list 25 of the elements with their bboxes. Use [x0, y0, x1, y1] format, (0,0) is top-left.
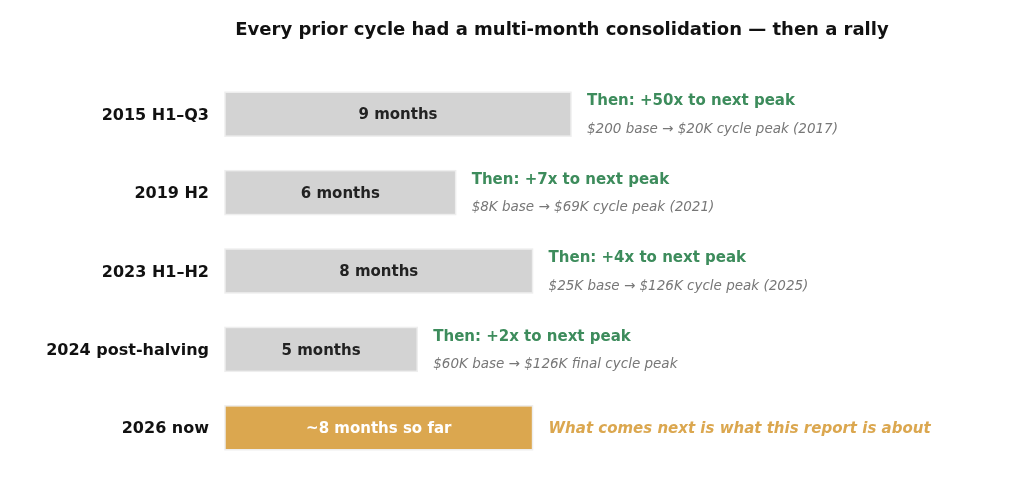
- annotation: What comes next is what this report is about: [548, 419, 932, 438]
- annotation: $200 base → $20K cycle peak (2017): [587, 119, 838, 136]
- y-tick-label: 2019 H2: [134, 183, 209, 203]
- data-label: 9 months: [358, 105, 438, 124]
- annotation: Then: +50x to next peak: [587, 91, 796, 110]
- chart-title: Every prior cycle had a multi-month consolidation — then a rally: [235, 18, 889, 40]
- y-tick-label: 2015 H1–Q3: [101, 104, 209, 124]
- data-label: ~8 months so far: [306, 419, 453, 438]
- y-tick-label: 2024 post-halving: [46, 340, 209, 359]
- annotation: $25K base → $126K cycle peak (2025): [548, 276, 809, 293]
- bar: [224, 405, 534, 451]
- y-tick-label: 2026 now: [121, 418, 210, 438]
- annotation: Then: +4x to next peak: [548, 248, 748, 267]
- bar: [224, 248, 534, 294]
- annotation: Then: +2x to next peak: [433, 326, 632, 345]
- annotation: Then: +7x to next peak: [471, 169, 671, 188]
- annotation: $60K base → $126K final cycle peak: [433, 355, 679, 372]
- bar: [224, 326, 418, 373]
- data-label: 5 months: [281, 340, 361, 359]
- data-label: 8 months: [339, 262, 419, 281]
- bar: [224, 91, 572, 137]
- y-tick-label: 2023 H1–H2: [101, 261, 209, 281]
- bar: [224, 169, 457, 216]
- annotation: $8K base → $69K cycle peak (2021): [471, 198, 715, 215]
- data-label: 6 months: [300, 183, 380, 202]
